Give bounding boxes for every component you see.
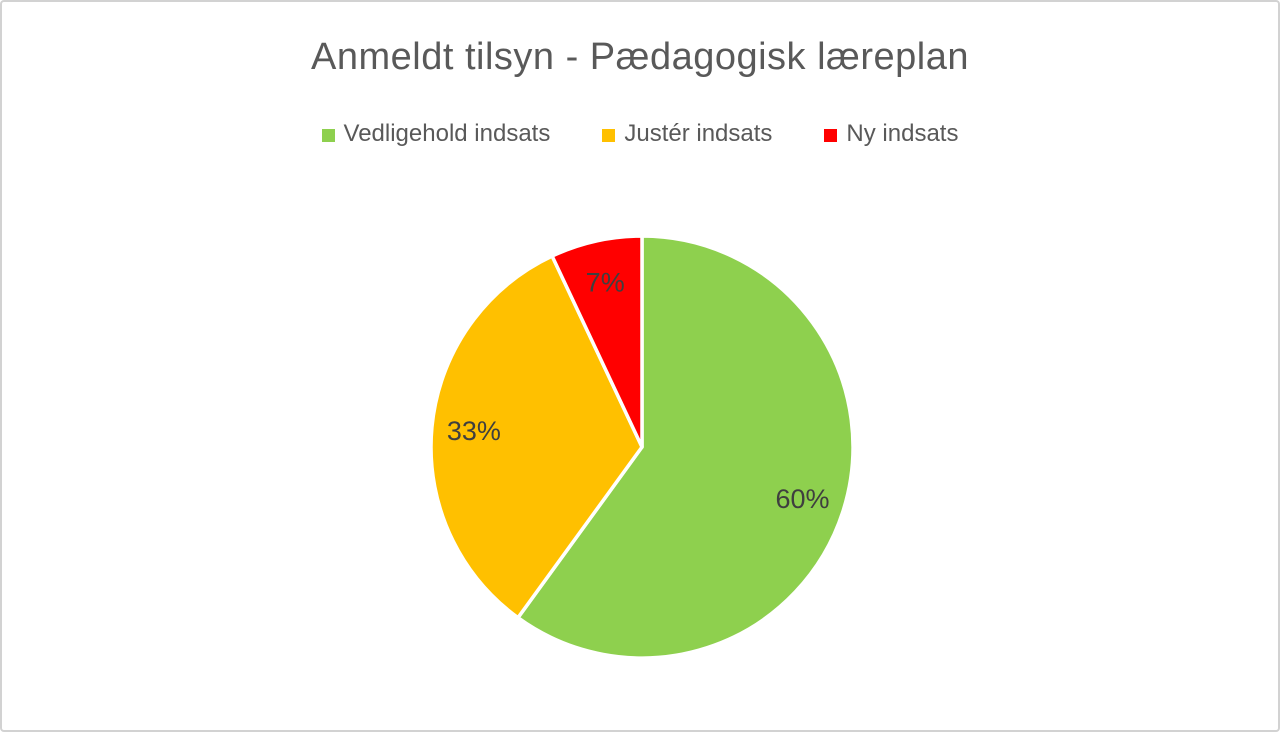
legend-item: Justér indsats [602,120,772,148]
legend-label: Vedligehold indsats [343,120,551,147]
pie-slice-label: 60% [775,484,829,514]
legend-item: Vedligehold indsats [321,120,551,148]
pie-slice [429,254,644,620]
pie-slice-label: 33% [447,416,501,446]
pie-slice [516,234,855,660]
legend-label: Justér indsats [624,120,773,147]
pie-chart: 60% 33% 7% [429,234,855,660]
legend-swatch-icon [602,128,616,142]
pie-slice [550,234,644,449]
chart-title: Anmeldt tilsyn - Pædagogisk læreplan [311,36,969,78]
legend-swatch-icon [321,128,335,142]
pie-slice-label: 7% [586,267,625,297]
legend-label: Ny indsats [846,120,959,147]
legend-item: Ny indsats [824,120,958,148]
chart-legend: Vedligehold indsats Justér indsats Ny inds… [2,120,1278,148]
legend-swatch-icon [824,128,838,142]
